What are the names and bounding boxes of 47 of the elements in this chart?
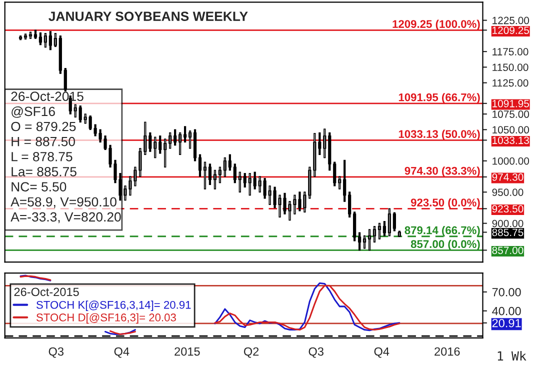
y-tick-label: 974.30 bbox=[492, 173, 524, 181]
annotation: L = 878.75 bbox=[12, 152, 72, 162]
y-tick-label: 1091.95 bbox=[492, 100, 530, 108]
ref-line-label: 923.50 (0.0%) bbox=[410, 198, 480, 209]
x-tick-label: Q3 bbox=[48, 347, 64, 358]
y-tick-label: 70.00 bbox=[492, 288, 521, 296]
y-tick-label: 1209.25 bbox=[492, 26, 530, 34]
y-tick-label: 1050.00 bbox=[492, 126, 530, 134]
ref-line-label: 879.14 (66.7%) bbox=[404, 226, 480, 236]
x-axis-title: 1 Wk bbox=[498, 351, 526, 361]
y-tick-label: 1225.00 bbox=[492, 16, 530, 24]
text: JANUARY SOYBEANS WEEKLY bbox=[48, 12, 248, 21]
x-tick-label: Q4 bbox=[374, 347, 390, 358]
annotation: H = 887.50 bbox=[12, 136, 75, 146]
annotation: La= 885.75 bbox=[12, 167, 76, 176]
x-tick-label: 2015 bbox=[174, 347, 200, 356]
y-tick-label: 1175.00 bbox=[492, 48, 528, 56]
annotation: NC= 5.50 bbox=[12, 182, 66, 192]
y-tick-label: 950.00 bbox=[492, 188, 524, 196]
y-tick-label: 1033.13 bbox=[492, 136, 529, 144]
annotation: 26-Oct-2015 bbox=[11, 92, 84, 102]
annotation: O = 879.25 bbox=[11, 122, 76, 132]
y-tick-label: 20.91 bbox=[492, 318, 521, 328]
legend-label: STOCH K[@SF16,3,14]= 20.91 bbox=[36, 300, 191, 312]
annotation: @SF16 bbox=[12, 106, 55, 118]
ref-line-label: 1033.13 (50.0%) bbox=[398, 130, 480, 140]
y-tick-label: 1075.00 bbox=[492, 110, 530, 118]
legend-label: STOCH D[@SF16,3]= 20.03 bbox=[36, 313, 176, 324]
x-tick-label: Q2 bbox=[244, 347, 259, 358]
legend-title: 26-Oct-2015 bbox=[14, 288, 79, 296]
y-tick-label: 1000.00 bbox=[492, 157, 530, 165]
x-tick-label: 2016 bbox=[434, 347, 460, 356]
y-tick-label: 885.75 bbox=[492, 228, 524, 236]
ref-line-label: 974.30 (33.3%) bbox=[404, 166, 480, 177]
x-tick-label: Q3 bbox=[308, 347, 324, 358]
y-tick-label: 857.00 bbox=[492, 246, 524, 254]
annotation: A=-33.3, V=820.20 bbox=[10, 212, 121, 224]
y-tick-label: 1125.00 bbox=[492, 79, 528, 87]
ref-line-label: 1209.25 (100.0%) bbox=[392, 20, 480, 30]
annotation: A=58.9, V=950.10 bbox=[10, 197, 116, 208]
y-tick-label: 40.00 bbox=[492, 306, 521, 316]
ref-line-label: 1091.95 (66.7%) bbox=[398, 93, 480, 104]
y-tick-label: 900.00 bbox=[492, 220, 524, 228]
x-tick-label: Q4 bbox=[114, 347, 130, 358]
y-tick-label: 923.50 bbox=[492, 205, 524, 213]
y-tick-label: 1150.00 bbox=[492, 64, 528, 72]
ref-line-label: 857.00 (0.0%) bbox=[410, 240, 480, 250]
